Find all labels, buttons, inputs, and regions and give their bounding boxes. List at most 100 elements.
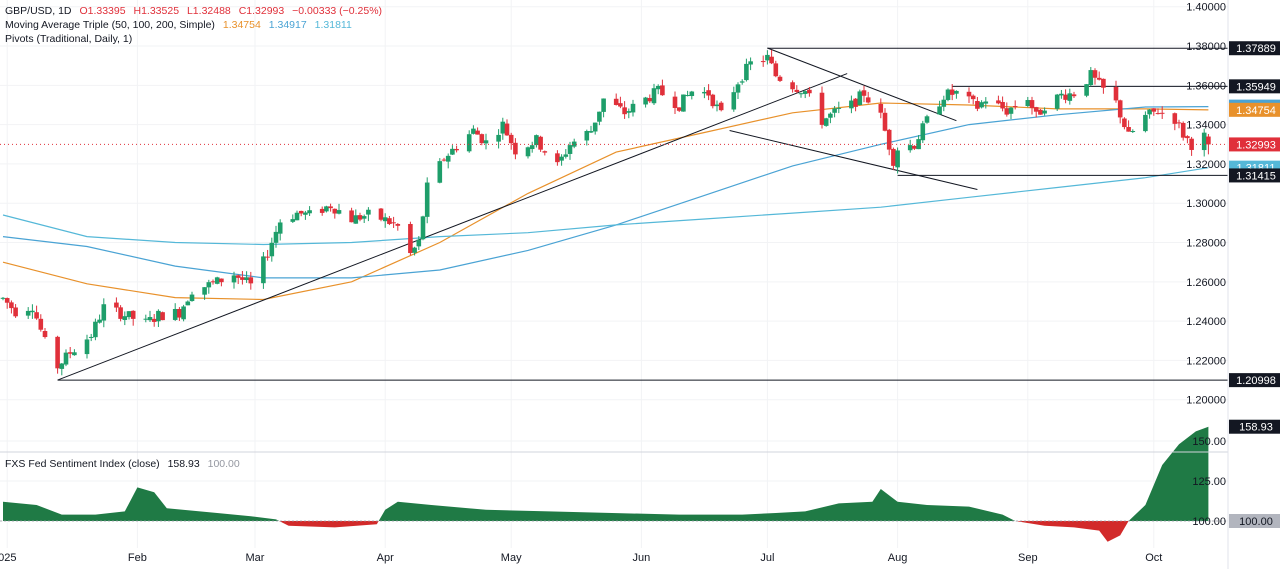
price-tick-label: 1.24000 [1186, 316, 1226, 328]
sentiment-tick-label: 150.00 [1192, 436, 1226, 448]
candle-body [794, 89, 800, 92]
candle-body [828, 113, 833, 118]
symbol-legend: GBP/USD, 1D O1.33395 H1.33525 L1.32488 C… [5, 5, 387, 18]
price-label-bg-level [1229, 41, 1280, 56]
price-tick-label: 1.32000 [1186, 159, 1226, 171]
candle-body [592, 122, 598, 132]
pivots-label: Pivots (Traditional, Daily, 1) [5, 33, 133, 45]
candle-body [798, 93, 804, 95]
candle-body [185, 301, 191, 306]
candle-body [445, 155, 451, 162]
candle-body [655, 85, 661, 90]
candle-body [9, 302, 14, 309]
candle-body [231, 275, 237, 283]
candle-body [496, 134, 501, 142]
candle-body [1084, 84, 1089, 96]
candle-body [324, 206, 329, 212]
candle-body [261, 256, 266, 284]
candle-body [802, 91, 808, 94]
candle-body [189, 294, 195, 302]
close-value: C1.32993 [238, 5, 285, 17]
sentiment-positive-area [3, 426, 1209, 521]
baseline-label-bg [1229, 514, 1280, 528]
candle-body [769, 56, 774, 64]
candle-body [1180, 122, 1186, 138]
candle-body [937, 106, 942, 115]
candle-body [319, 208, 325, 213]
candle-body [597, 111, 602, 122]
candle-body [1172, 113, 1178, 124]
candle-body [882, 112, 888, 131]
candle-body [865, 97, 871, 103]
candle-body [298, 210, 304, 214]
candle-body [941, 99, 947, 107]
candle-body [618, 103, 623, 107]
candle-body [466, 134, 472, 152]
candle-body [336, 210, 342, 214]
candle-body [643, 97, 648, 105]
candle-body [277, 222, 283, 234]
sentiment-last-label: 158.93 [1239, 422, 1273, 434]
trend-line [57, 73, 848, 381]
candle-body [67, 352, 73, 354]
price-tick-label: 1.20000 [1186, 395, 1226, 407]
candle-body [567, 145, 573, 154]
candle-body [269, 242, 275, 257]
candle-body [240, 277, 245, 280]
candle-body [1042, 110, 1047, 114]
ma-200-line [2, 167, 1209, 246]
candle-body [1063, 94, 1068, 100]
candles [0, 49, 1211, 376]
candle-body [571, 141, 577, 147]
candle-body [1201, 132, 1207, 151]
candle-body [357, 215, 363, 220]
candle-body [555, 153, 560, 163]
candle-body [1126, 127, 1131, 132]
sentiment-axis: 150.00 125.00 100.00 100.00 158.93 [1192, 419, 1280, 528]
candle-body [147, 317, 153, 321]
candle-body [525, 147, 531, 157]
candle-body [559, 156, 564, 161]
candle-body [563, 154, 569, 157]
candle-body [613, 98, 619, 105]
candle-body [294, 212, 300, 221]
candle-body [626, 111, 632, 113]
time-tick-label: Oct [1145, 552, 1162, 564]
candle-body [441, 159, 447, 161]
price-label-level: 1.37889 [1236, 43, 1276, 55]
candle-body [378, 208, 384, 220]
candle-body [1159, 112, 1165, 114]
trend-line [767, 47, 957, 122]
candle-body [529, 145, 535, 150]
candle-body [765, 54, 770, 61]
ma100-value: 1.34917 [268, 19, 307, 31]
candle-body [72, 352, 77, 356]
candle-body [588, 131, 594, 133]
candle-body [63, 352, 69, 365]
candle-body [504, 123, 510, 136]
candle-body [714, 104, 720, 107]
candle-body [1130, 131, 1136, 133]
price-tick-label: 1.36000 [1186, 80, 1226, 92]
candle-body [731, 92, 737, 110]
sentiment-label: FXS Fed Sentiment Index (close) [5, 458, 160, 470]
candle-body [630, 103, 636, 113]
candle-body [748, 61, 753, 65]
candle-body [475, 130, 480, 135]
ma50-value: 1.34754 [222, 19, 261, 31]
candle-body [13, 307, 18, 317]
candle-body [891, 148, 896, 166]
time-tick-label: Apr [377, 552, 394, 564]
candle-body [735, 84, 741, 93]
pivots-legend: Pivots (Traditional, Daily, 1) [5, 33, 137, 46]
candle-body [916, 139, 921, 150]
candle-body [945, 89, 951, 100]
price-label-level: 1.20998 [1236, 375, 1276, 387]
price-tick-label: 1.34000 [1186, 120, 1226, 132]
candle-body [483, 140, 489, 144]
candle-body [366, 209, 371, 215]
candle-body [534, 135, 539, 146]
candle-body [84, 339, 90, 355]
candle-body [177, 309, 182, 318]
time-tick-label: Aug [888, 552, 908, 564]
